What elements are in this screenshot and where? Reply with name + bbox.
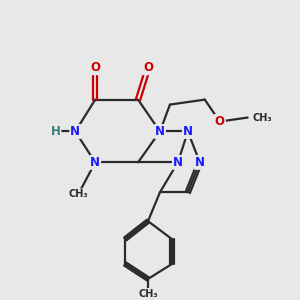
Text: O: O (215, 115, 225, 128)
Text: N: N (173, 156, 183, 169)
Text: N: N (183, 125, 193, 138)
Text: O: O (215, 115, 225, 128)
Text: N: N (90, 156, 100, 169)
Text: CH₃: CH₃ (253, 112, 272, 122)
Text: CH₃: CH₃ (138, 289, 158, 299)
Text: H: H (50, 125, 60, 138)
Text: O: O (90, 61, 100, 74)
Text: N: N (155, 125, 165, 138)
Text: N: N (70, 125, 80, 138)
Text: N: N (195, 156, 205, 169)
Text: CH₃: CH₃ (68, 189, 88, 199)
Text: H: H (50, 125, 60, 138)
Text: O: O (143, 61, 153, 74)
